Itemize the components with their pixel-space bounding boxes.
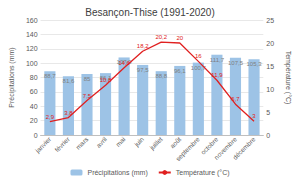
svg-text:6,7: 6,7 (231, 96, 240, 102)
svg-text:novembre: novembre (212, 135, 238, 161)
svg-text:107,9: 107,9 (117, 59, 133, 65)
svg-text:20,2: 20,2 (155, 34, 167, 40)
svg-text:3,8: 3,8 (64, 110, 73, 116)
svg-text:80: 80 (30, 74, 38, 81)
svg-text:120: 120 (26, 45, 38, 52)
svg-text:mai: mai (114, 136, 126, 148)
svg-text:100: 100 (26, 60, 38, 67)
svg-text:10: 10 (266, 86, 274, 93)
svg-text:décembre: décembre (231, 135, 257, 161)
svg-text:mars: mars (74, 135, 90, 151)
svg-text:160: 160 (26, 17, 38, 24)
svg-text:5: 5 (266, 109, 270, 116)
svg-text:août: août (168, 135, 182, 149)
svg-text:25: 25 (266, 17, 274, 24)
svg-text:15: 15 (266, 63, 274, 70)
svg-text:10,8: 10,8 (100, 77, 112, 83)
svg-text:Précipitations (mm): Précipitations (mm) (87, 169, 147, 177)
svg-text:60: 60 (30, 88, 38, 95)
svg-text:97,5: 97,5 (137, 67, 149, 73)
svg-text:Température (°C): Température (°C) (176, 169, 230, 177)
svg-text:octobre: octobre (199, 135, 220, 156)
svg-text:20: 20 (176, 35, 183, 41)
svg-text:111,7: 111,7 (210, 57, 225, 63)
svg-text:11,9: 11,9 (211, 72, 223, 78)
svg-text:3: 3 (252, 113, 256, 119)
svg-text:7,5: 7,5 (83, 93, 92, 99)
svg-text:Température (°C): Température (°C) (284, 51, 292, 105)
svg-text:16: 16 (195, 53, 202, 59)
svg-text:40: 40 (30, 103, 38, 110)
svg-text:avril: avril (95, 136, 108, 149)
svg-text:janvier: janvier (33, 135, 53, 155)
svg-text:juin: juin (132, 135, 146, 149)
svg-text:2,9: 2,9 (46, 114, 55, 120)
svg-text:Précipitations (mm): Précipitations (mm) (8, 47, 16, 107)
svg-text:88,8: 88,8 (155, 73, 167, 79)
svg-text:140: 140 (26, 31, 38, 38)
svg-text:février: février (53, 135, 71, 153)
svg-text:0: 0 (266, 132, 270, 139)
svg-text:100,7: 100,7 (190, 64, 206, 71)
svg-text:85: 85 (84, 76, 91, 82)
svg-text:20: 20 (266, 40, 274, 47)
svg-text:septembre: septembre (174, 135, 202, 163)
svg-text:0: 0 (34, 132, 38, 139)
svg-text:18,2: 18,2 (137, 43, 149, 49)
svg-text:88,7: 88,7 (44, 73, 56, 79)
svg-text:Besançon-Thise (1991-2020): Besançon-Thise (1991-2020) (85, 7, 215, 18)
svg-text:14,6: 14,6 (118, 60, 130, 66)
svg-text:81,6: 81,6 (63, 78, 75, 84)
svg-text:96,1: 96,1 (174, 68, 186, 74)
svg-text:105,3: 105,3 (247, 61, 263, 67)
svg-text:20: 20 (30, 117, 38, 124)
svg-text:107,5: 107,5 (228, 60, 244, 66)
svg-text:juillet: juillet (148, 135, 165, 152)
